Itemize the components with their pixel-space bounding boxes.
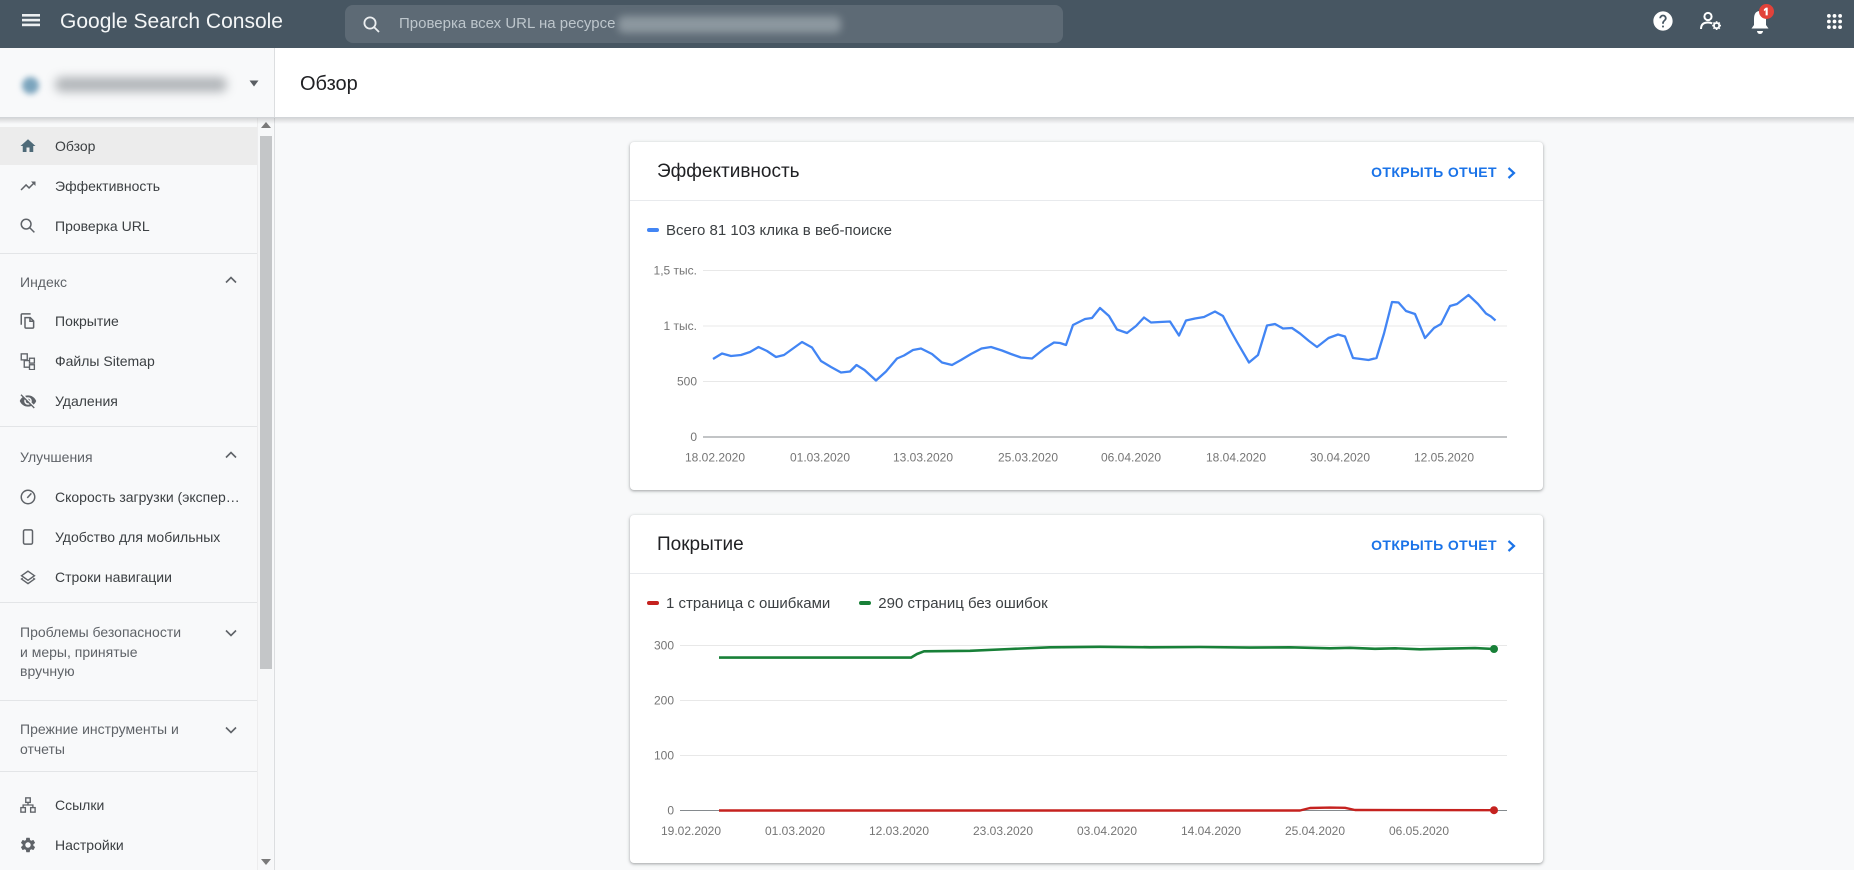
svg-text:14.04.2020: 14.04.2020 — [1181, 824, 1241, 838]
svg-text:01.03.2020: 01.03.2020 — [765, 824, 825, 838]
svg-text:0: 0 — [690, 430, 697, 444]
svg-text:12.03.2020: 12.03.2020 — [869, 824, 929, 838]
svg-text:200: 200 — [654, 694, 674, 708]
svg-text:19.02.2020: 19.02.2020 — [661, 824, 721, 838]
svg-text:0: 0 — [667, 804, 674, 818]
svg-text:01.03.2020: 01.03.2020 — [790, 451, 850, 465]
svg-text:300: 300 — [654, 639, 674, 653]
svg-text:1 тыс.: 1 тыс. — [664, 319, 697, 333]
svg-text:18.02.2020: 18.02.2020 — [685, 451, 745, 465]
svg-text:25.03.2020: 25.03.2020 — [998, 451, 1058, 465]
svg-text:1,5 тыс.: 1,5 тыс. — [654, 264, 697, 278]
svg-text:13.03.2020: 13.03.2020 — [893, 451, 953, 465]
svg-text:100: 100 — [654, 749, 674, 763]
svg-text:500: 500 — [677, 375, 697, 389]
svg-text:18.04.2020: 18.04.2020 — [1206, 451, 1266, 465]
svg-text:12.05.2020: 12.05.2020 — [1414, 451, 1474, 465]
svg-text:03.04.2020: 03.04.2020 — [1077, 824, 1137, 838]
svg-text:25.04.2020: 25.04.2020 — [1285, 824, 1345, 838]
svg-text:06.04.2020: 06.04.2020 — [1101, 451, 1161, 465]
svg-text:30.04.2020: 30.04.2020 — [1310, 451, 1370, 465]
svg-text:23.03.2020: 23.03.2020 — [973, 824, 1033, 838]
svg-text:06.05.2020: 06.05.2020 — [1389, 824, 1449, 838]
